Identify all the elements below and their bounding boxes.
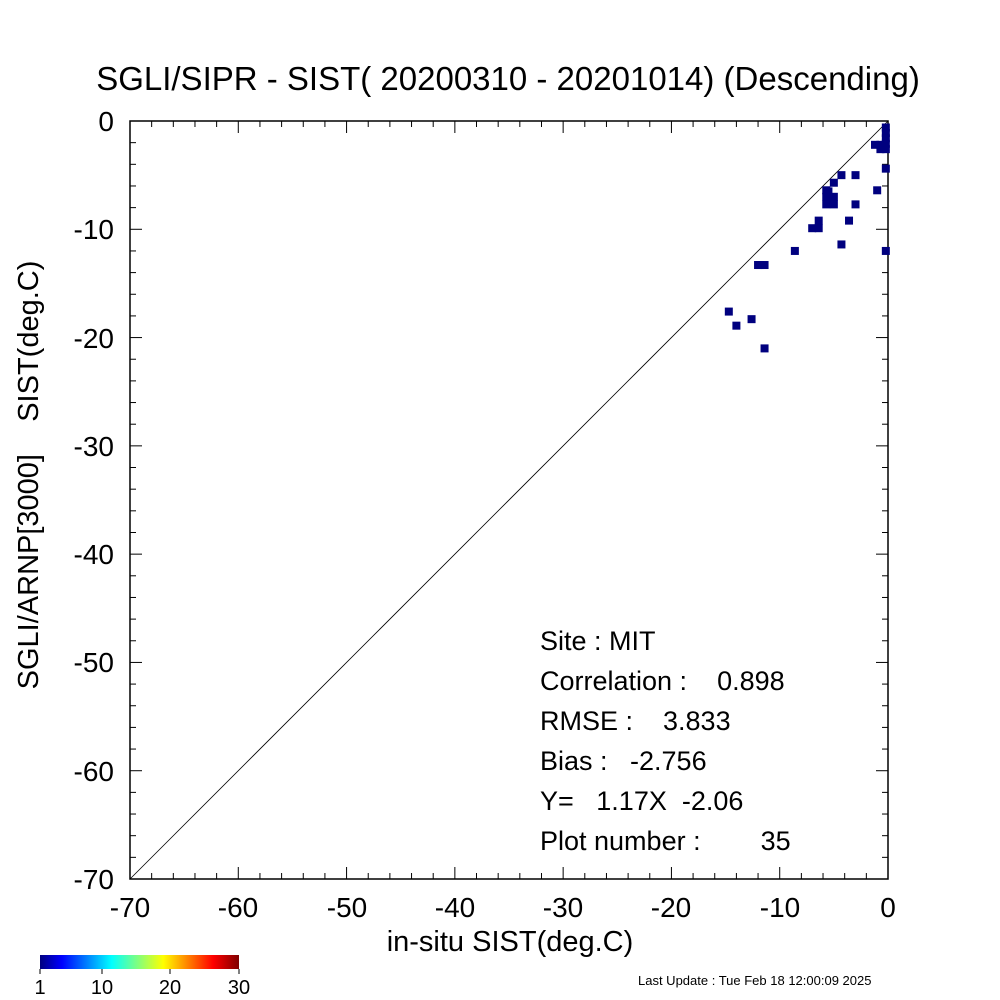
data-point <box>881 123 890 132</box>
data-point <box>851 171 860 180</box>
data-point <box>881 145 890 154</box>
data-point <box>747 315 756 324</box>
x-tick-label: 0 <box>880 892 896 923</box>
x-tick-label: -70 <box>110 892 150 923</box>
data-point <box>756 261 765 270</box>
data-point <box>822 192 831 201</box>
data-point <box>829 192 838 201</box>
y-tick-label: 0 <box>98 106 114 137</box>
data-point <box>881 139 890 148</box>
data-point <box>822 200 831 209</box>
data-point <box>790 246 799 255</box>
data-point <box>881 246 890 255</box>
y-tick-label: -50 <box>74 647 114 678</box>
chart-title: SGLI/SIPR - SIST( 20200310 - 20201014) (… <box>96 60 920 97</box>
x-axis-label: in-situ SIST(deg.C) <box>387 926 634 958</box>
data-points <box>724 123 890 353</box>
data-point <box>837 240 846 249</box>
data-point <box>760 344 769 353</box>
data-point <box>873 186 882 195</box>
y-tick-label: -20 <box>74 323 114 354</box>
data-point <box>822 186 831 195</box>
plot-frame <box>129 120 889 880</box>
stat-site: Site : MIT <box>540 626 656 656</box>
data-point <box>814 224 823 233</box>
x-tick-label: -20 <box>651 892 691 923</box>
y-tick-label: -70 <box>74 864 114 895</box>
stat-correlation: Correlation : 0.898 <box>540 666 785 696</box>
x-tick-label: -30 <box>543 892 583 923</box>
x-tick-label: -60 <box>218 892 258 923</box>
colorbar-tick-label: 1 <box>34 977 45 999</box>
x-tick-label: -10 <box>760 892 800 923</box>
data-point <box>881 134 890 143</box>
data-point <box>876 140 885 149</box>
y-axis-label: SGLI/ARNP[3000] SIST(deg.C) <box>13 261 45 690</box>
data-point <box>845 216 854 225</box>
x-tick-label: -40 <box>435 892 475 923</box>
data-point <box>881 164 890 173</box>
stat-rmse: RMSE : 3.833 <box>540 706 731 736</box>
minor-ticks <box>129 120 889 880</box>
one-to-one-line <box>129 120 889 880</box>
last-update-text: Last Update : Tue Feb 18 12:00:09 2025 <box>638 973 871 988</box>
x-tick-label: -50 <box>327 892 367 923</box>
data-point <box>871 140 880 149</box>
data-point <box>732 321 741 330</box>
colorbar-tick-label: 10 <box>91 977 113 999</box>
stats-box: Site : MIT Correlation : 0.898 RMSE : 3.… <box>540 626 791 856</box>
stat-plot-number: Plot number : 35 <box>540 826 791 856</box>
y-tick-label: -10 <box>74 214 114 245</box>
colorbar-tick-label: 20 <box>159 977 181 999</box>
y-tick-label: -60 <box>74 756 114 787</box>
data-point <box>829 178 838 187</box>
stat-fit: Y= 1.17X -2.06 <box>540 786 743 816</box>
y-tick-labels: 0 -10 -20 -30 -40 -50 -60 -70 <box>74 106 114 895</box>
data-point <box>829 200 838 209</box>
y-tick-label: -40 <box>74 539 114 570</box>
x-tick-labels: -70 -60 -50 -40 -30 -20 -10 0 <box>110 892 896 923</box>
data-point <box>876 145 885 154</box>
data-point <box>851 200 860 209</box>
y-tick-label: -30 <box>74 431 114 462</box>
data-point <box>837 171 846 180</box>
data-point <box>808 224 817 233</box>
data-point <box>814 216 823 225</box>
data-point <box>760 261 769 270</box>
colorbar-tick-label: 30 <box>228 977 250 999</box>
stat-bias: Bias : -2.756 <box>540 746 707 776</box>
colorbar-gradient <box>40 955 239 969</box>
data-point <box>724 307 733 316</box>
data-point <box>881 128 890 137</box>
colorbar: 1 10 20 30 <box>34 955 250 999</box>
